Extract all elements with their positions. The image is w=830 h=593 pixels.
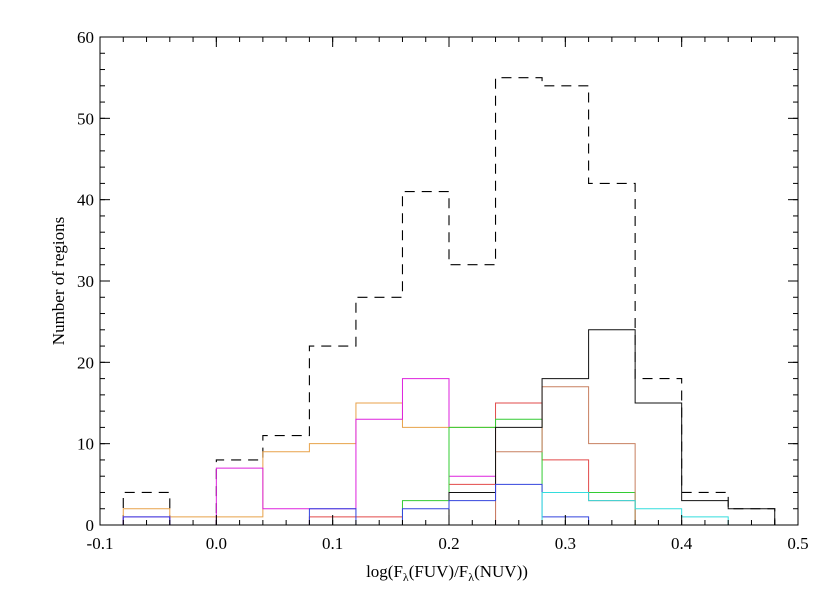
x-tick-label: 0.0 bbox=[206, 534, 227, 553]
y-tick-label: 50 bbox=[77, 109, 94, 128]
x-tick-label: 0.4 bbox=[671, 534, 693, 553]
y-tick-label: 10 bbox=[77, 435, 94, 454]
x-tick-label: 0.1 bbox=[322, 534, 343, 553]
series-layer bbox=[122, 77, 776, 526]
x-tick-label: 0.5 bbox=[787, 534, 808, 553]
x-tick-label: 0.3 bbox=[555, 534, 576, 553]
x-tick-label: -0.1 bbox=[87, 534, 114, 553]
y-tick-label: 30 bbox=[77, 272, 94, 291]
y-axis-label: Number of regions bbox=[49, 217, 68, 345]
y-tick-label: 20 bbox=[77, 353, 94, 372]
y-tick-label: 40 bbox=[77, 191, 94, 210]
y-tick-label: 0 bbox=[86, 516, 95, 535]
x-axis-label: log(Fλ(FUV)/Fλ(NUV)) bbox=[366, 562, 528, 584]
x-tick-label: 0.2 bbox=[438, 534, 459, 553]
y-tick-label: 60 bbox=[77, 28, 94, 47]
ticks-layer: -0.1 0.0 0.1 0.2 0.3 0.4 0.5 0 10 20 30 40 50 60 bbox=[77, 28, 809, 553]
